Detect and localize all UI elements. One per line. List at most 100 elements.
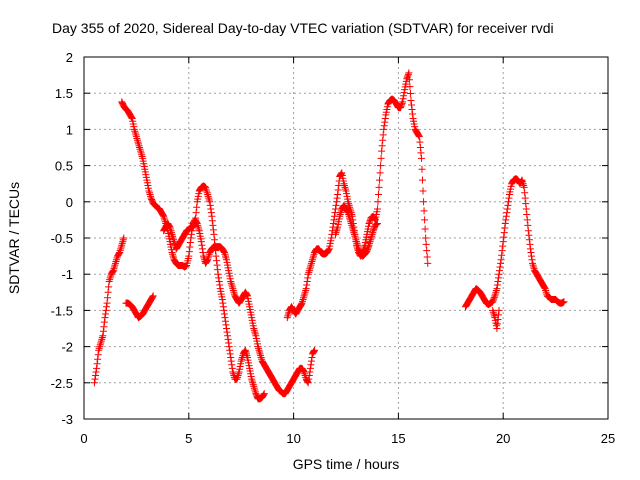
data-point	[333, 225, 341, 233]
data-point	[110, 263, 118, 271]
data-point	[423, 253, 431, 261]
data-point	[228, 364, 236, 372]
data-point	[379, 136, 387, 144]
data-point	[419, 176, 427, 184]
data-point	[118, 239, 126, 247]
data-point	[228, 281, 236, 289]
data-point	[251, 386, 259, 394]
data-point	[350, 229, 358, 237]
data-point	[420, 207, 428, 215]
data-point	[344, 209, 352, 217]
data-point	[521, 189, 529, 197]
y-tick-label: -1.5	[51, 303, 73, 318]
data-point	[416, 144, 424, 151]
data-point	[203, 189, 211, 197]
data-point	[347, 220, 355, 228]
data-point	[192, 209, 200, 217]
data-point	[167, 227, 175, 235]
data-point	[299, 296, 307, 304]
data-point	[149, 293, 157, 301]
data-point	[146, 191, 154, 199]
data-point	[192, 214, 200, 222]
data-point	[306, 368, 314, 376]
data-point	[304, 274, 312, 282]
data-point	[415, 133, 423, 141]
data-point	[216, 281, 224, 289]
data-point	[497, 259, 505, 267]
data-point	[234, 372, 242, 380]
data-point	[377, 154, 385, 162]
data-point	[148, 294, 156, 302]
data-point	[501, 224, 509, 232]
data-point	[305, 268, 313, 276]
data-point	[498, 247, 506, 255]
y-tick-label: -0.5	[51, 231, 73, 246]
data-point	[187, 230, 195, 238]
data-point	[243, 352, 251, 360]
data-point	[420, 198, 428, 206]
data-point	[134, 140, 142, 148]
data-point	[542, 286, 550, 294]
data-point	[336, 210, 344, 218]
data-point	[185, 248, 193, 256]
data-point	[333, 194, 341, 202]
data-point	[165, 221, 173, 229]
data-point	[308, 256, 316, 264]
data-point	[489, 298, 497, 306]
data-point	[334, 191, 342, 199]
data-point	[340, 182, 348, 190]
data-point	[93, 364, 101, 372]
data-point	[309, 254, 317, 262]
data-point	[116, 247, 124, 255]
data-point	[421, 216, 429, 224]
data-point	[94, 355, 102, 363]
data-point	[303, 277, 311, 285]
data-point	[99, 332, 107, 340]
data-point	[308, 258, 316, 266]
data-point	[221, 317, 229, 325]
data-point	[210, 236, 218, 244]
data-point	[400, 89, 408, 97]
data-point	[348, 221, 356, 229]
data-point	[299, 297, 307, 305]
data-point	[345, 200, 353, 208]
data-point	[525, 231, 533, 239]
data-point	[254, 343, 262, 351]
data-point	[302, 285, 310, 293]
data-point	[213, 257, 221, 265]
data-point	[225, 343, 233, 351]
data-point	[496, 267, 504, 275]
data-point	[504, 198, 512, 206]
data-point	[219, 299, 227, 307]
data-point	[98, 334, 106, 342]
data-point	[225, 339, 233, 347]
data-point	[170, 236, 178, 244]
data-point	[105, 277, 113, 285]
data-point	[209, 226, 217, 234]
data-point	[213, 261, 221, 269]
y-tick-label: -1	[61, 267, 73, 282]
data-point	[242, 350, 250, 358]
data-point	[257, 353, 265, 361]
data-point	[301, 288, 309, 296]
data-point	[418, 165, 426, 173]
data-point	[301, 290, 309, 298]
data-point	[229, 368, 237, 376]
data-point	[370, 225, 378, 233]
data-point	[495, 270, 503, 278]
data-point	[502, 212, 510, 220]
data-point	[95, 346, 103, 354]
data-point	[234, 373, 242, 381]
data-point	[346, 214, 354, 222]
data-point	[345, 212, 353, 220]
data-point	[349, 227, 357, 235]
data-point	[214, 270, 222, 278]
data-point	[365, 220, 373, 228]
data-point	[256, 350, 264, 358]
data-point	[333, 227, 341, 235]
data-point	[306, 263, 314, 271]
data-point	[334, 186, 342, 194]
data-point	[527, 252, 535, 260]
data-point	[336, 212, 344, 220]
